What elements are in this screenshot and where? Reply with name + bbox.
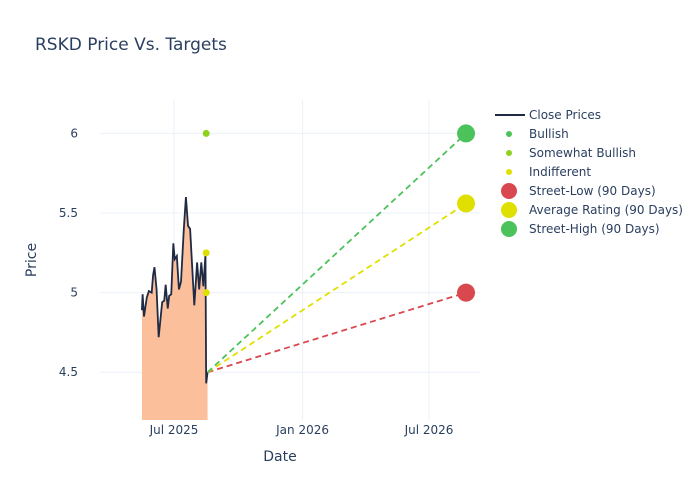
legend-marker — [501, 202, 517, 218]
x-tick-label: Jul 2025 — [149, 423, 199, 437]
legend-marker — [501, 183, 517, 199]
legend-marker — [506, 131, 512, 137]
rating-point — [202, 249, 210, 257]
close-price-line — [141, 197, 209, 384]
legend-label: Indifferent — [529, 165, 591, 179]
y-tick-label: 6 — [70, 126, 78, 140]
x-tick-label: Jul 2026 — [404, 423, 454, 437]
y-tick-label: 5.5 — [59, 206, 78, 220]
y-axis-label: Price — [24, 243, 40, 277]
axes: 4.5 5 5.5 6 Jul 2025 Jan 2026 Jul 2026 — [59, 126, 454, 437]
target-line — [207, 291, 467, 374]
rating-point — [202, 129, 210, 137]
target-marker — [457, 194, 476, 213]
x-axis-label: Date — [263, 449, 296, 465]
legend-marker — [501, 221, 517, 237]
chart-title: RSKD Price Vs. Targets — [35, 35, 227, 55]
target-marker — [457, 124, 476, 143]
legend-label: Close Prices — [529, 108, 601, 122]
legend[interactable]: Close Prices Bullish Somewhat Bullish Indif… — [495, 108, 683, 237]
legend-marker — [506, 150, 512, 156]
y-tick-label: 5 — [70, 286, 78, 300]
legend-label: Somewhat Bullish — [529, 146, 636, 160]
legend-marker — [506, 169, 512, 175]
legend-label: Street-High (90 Days) — [529, 222, 660, 236]
close-price-area — [141, 197, 208, 420]
legend-label: Bullish — [529, 127, 569, 141]
x-tick-label: Jan 2026 — [275, 423, 329, 437]
rating-point — [202, 289, 210, 297]
legend-label: Average Rating (90 Days) — [529, 203, 683, 217]
target-marker — [457, 283, 476, 302]
target-line — [206, 132, 467, 373]
legend-label: Street-Low (90 Days) — [529, 184, 656, 198]
target-line — [207, 202, 467, 373]
plot-area — [141, 124, 476, 420]
y-tick-label: 4.5 — [59, 365, 78, 379]
